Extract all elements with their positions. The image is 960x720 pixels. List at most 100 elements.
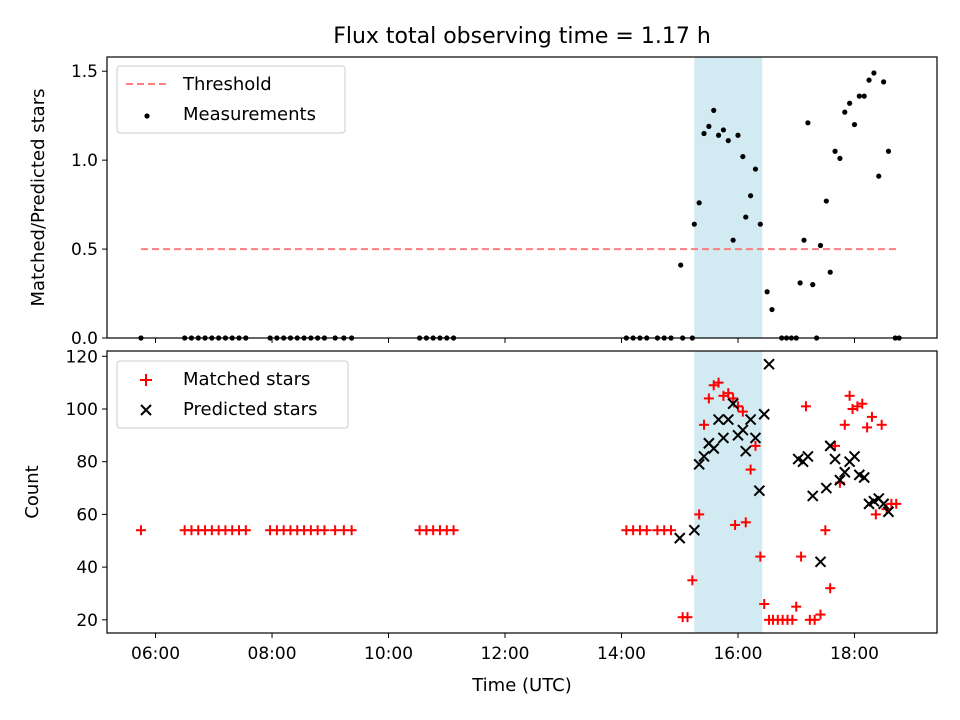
bottom-y-tick-label: 20: [76, 611, 98, 631]
predicted-marker-b: [873, 492, 885, 505]
predicted-marker-b: [802, 450, 814, 463]
measurements-legend-label: Measurements: [183, 104, 316, 125]
predicted-marker-b: [674, 532, 686, 544]
predicted-star-point: [722, 413, 734, 426]
predicted-marker-b: [717, 432, 730, 444]
bottom-y-axis: 20 40 60 80 100 120: [66, 347, 107, 631]
measurement-point: [810, 282, 816, 288]
predicted-star-point: [712, 413, 725, 426]
top-axes-frame: [106, 56, 938, 339]
matched-star-point: [844, 390, 855, 401]
measurement-point: [696, 200, 702, 206]
matched-star-point: [728, 393, 739, 404]
predicted-marker-b: [824, 440, 836, 452]
measurement-point: [706, 123, 712, 129]
bottom-x-tick-label: 16:00: [713, 644, 762, 664]
bottom-y-tick-label: 120: [66, 347, 98, 367]
predicted-marker-b: [829, 453, 841, 465]
measurement-point: [832, 148, 838, 154]
matched-star-point: [759, 599, 770, 610]
predicted-marker-b: [858, 471, 870, 484]
top-y-axis-label: Matched/Predicted stars: [28, 89, 49, 307]
predicted-marker-b: [807, 490, 819, 502]
bottom-x-axis-label: Time (UTC): [471, 675, 572, 696]
predicted-star-point: [737, 424, 749, 436]
measurement-point: [837, 155, 843, 161]
measurements-legend-swatch: [144, 113, 150, 119]
matched-star-point: [787, 614, 798, 625]
measurement-point: [715, 132, 722, 138]
predicted-star-point: [820, 482, 833, 494]
predicted-star-point: [753, 484, 766, 497]
matched-star-point: [687, 575, 698, 586]
matched-star-point: [135, 525, 146, 536]
matched-star-point: [876, 419, 887, 430]
measurement-point: [851, 121, 858, 128]
matched-star-point: [815, 609, 826, 620]
predicted-marker-b: [814, 556, 827, 568]
predicted-star-point: [807, 490, 819, 502]
measurement-point: [678, 262, 684, 268]
matched-star-point: [723, 388, 734, 399]
bottom-panel: 20 40 60 80 100 120 06:00 08:00 10:00 12:00 14:00…: [22, 347, 938, 696]
predicted-marker-b: [688, 524, 701, 536]
predicted-star-point: [877, 498, 890, 510]
measurement-point: [876, 173, 882, 179]
top-plot-area: [138, 70, 902, 341]
predicted-marker-b: [839, 466, 851, 478]
bottom-y-tick-label: 100: [66, 400, 98, 420]
measurement-point: [861, 93, 867, 99]
predicted-star-point: [693, 458, 705, 471]
bottom-x-tick-label: 18:00: [830, 644, 879, 664]
predicted-marker-b: [744, 413, 757, 426]
matched-star-point: [839, 419, 850, 430]
predicted-star-point: [744, 413, 757, 426]
matched-star-point: [870, 509, 881, 520]
matched-star-point: [796, 551, 807, 562]
predicted-star-point: [749, 432, 762, 444]
matched-star-point: [713, 377, 724, 388]
measurement-point: [823, 198, 829, 204]
predicted-marker-b: [737, 424, 749, 436]
predicted-marker-b: [834, 474, 846, 486]
matched-star-point: [740, 517, 751, 528]
bottom-y-axis-label: Count: [22, 465, 43, 518]
measurement-point: [720, 127, 727, 133]
measurement-point: [871, 70, 877, 76]
bottom-x-tick-label: 08:00: [248, 644, 297, 664]
predicted-star-point: [740, 445, 752, 457]
measurement-point: [740, 153, 746, 160]
predicted-star-point: [688, 524, 701, 536]
predicted-star-point: [834, 474, 846, 486]
measurement-point: [805, 120, 811, 126]
top-y-tick-label: 0.0: [71, 329, 98, 349]
predicted-marker-b: [749, 432, 762, 444]
matched-star-point: [820, 525, 831, 536]
top-panel: 0.0 0.5 1.0 1.5 Matched/Predicted stars Thr…: [28, 56, 938, 349]
bottom-plot-area: [135, 358, 902, 625]
matched-star-point: [448, 525, 459, 536]
predicted-star-point: [674, 532, 686, 544]
bottom-y-tick-label: 40: [76, 558, 98, 578]
matched-star-point: [862, 422, 873, 433]
predicted-marker-b: [712, 413, 725, 426]
measurement-point: [752, 166, 759, 172]
bottom-x-tick-label: 12:00: [481, 644, 530, 664]
predicted-marker-b: [708, 442, 720, 455]
matched-star-point: [699, 419, 710, 430]
predicted-marker-b: [792, 453, 804, 465]
matched-star-point: [825, 583, 836, 594]
measurement-point: [801, 237, 807, 243]
matched-star-point: [641, 525, 652, 536]
measurement-point: [730, 237, 736, 243]
predicted-marker-b: [740, 445, 752, 457]
matched-legend-swatch: [140, 374, 152, 386]
predicted-marker-b: [848, 450, 861, 463]
top-y-axis: 0.0 0.5 1.0 1.5: [71, 62, 107, 349]
predicted-star-point: [882, 506, 895, 518]
measurement-point: [764, 289, 770, 295]
bottom-y-tick-label: 60: [76, 505, 98, 525]
bottom-x-tick-label: 10:00: [364, 644, 413, 664]
predicted-marker-b: [753, 484, 766, 497]
